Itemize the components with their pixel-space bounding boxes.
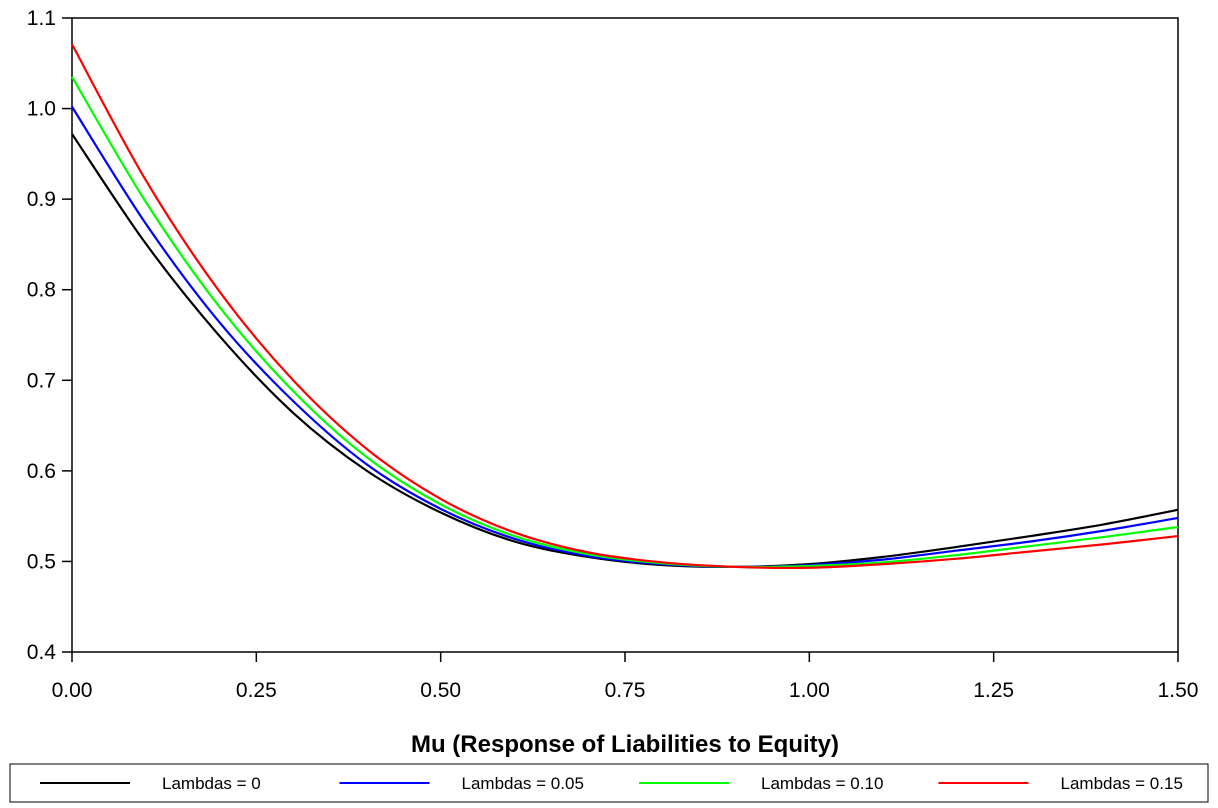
y-tick-label: 0.7 xyxy=(27,369,56,392)
legend-label-1: Lambdas = 0.05 xyxy=(462,774,584,793)
y-tick-label: 0.6 xyxy=(27,460,56,483)
y-tick-label: 0.8 xyxy=(27,279,56,302)
y-axis: 0.4 0.5 0.6 0.7 0.8 0.9 1.0 1.1 xyxy=(27,7,72,664)
x-tick-label: 1.50 xyxy=(1158,679,1199,702)
x-tick-label: 0.25 xyxy=(236,679,277,702)
y-tick-label: 1.1 xyxy=(27,7,56,30)
y-tick-label: 1.0 xyxy=(27,98,56,121)
legend: Lambdas = 0 Lambdas = 0.05 Lambdas = 0.10 L… xyxy=(9,763,1209,803)
x-tick-label: 1.00 xyxy=(789,679,830,702)
y-tick-label: 0.5 xyxy=(27,550,56,573)
series-lines xyxy=(71,43,1179,570)
series-line-1 xyxy=(71,106,1179,568)
plot-frame xyxy=(71,17,1179,653)
series-line-0 xyxy=(71,133,1179,568)
x-tick-label: 0.75 xyxy=(605,679,646,702)
legend-label-3: Lambdas = 0.15 xyxy=(1061,774,1183,793)
x-tick-label: 0.00 xyxy=(52,679,93,702)
plot-area xyxy=(71,17,1179,653)
y-tick-label: 0.9 xyxy=(27,188,56,211)
y-tick-label: 0.4 xyxy=(27,641,57,664)
x-axis-title: Mu (Response of Liabilities to Equity) xyxy=(411,731,839,758)
x-axis: 0.00 0.25 0.50 0.75 1.00 1.25 1.50 xyxy=(52,652,1199,702)
series-line-3 xyxy=(71,43,1179,570)
legend-label-2: Lambdas = 0.10 xyxy=(761,774,883,793)
series-line-2 xyxy=(71,76,1179,569)
x-tick-label: 1.25 xyxy=(973,679,1014,702)
legend-label-0: Lambdas = 0 xyxy=(162,774,261,793)
x-tick-label: 0.50 xyxy=(420,679,461,702)
